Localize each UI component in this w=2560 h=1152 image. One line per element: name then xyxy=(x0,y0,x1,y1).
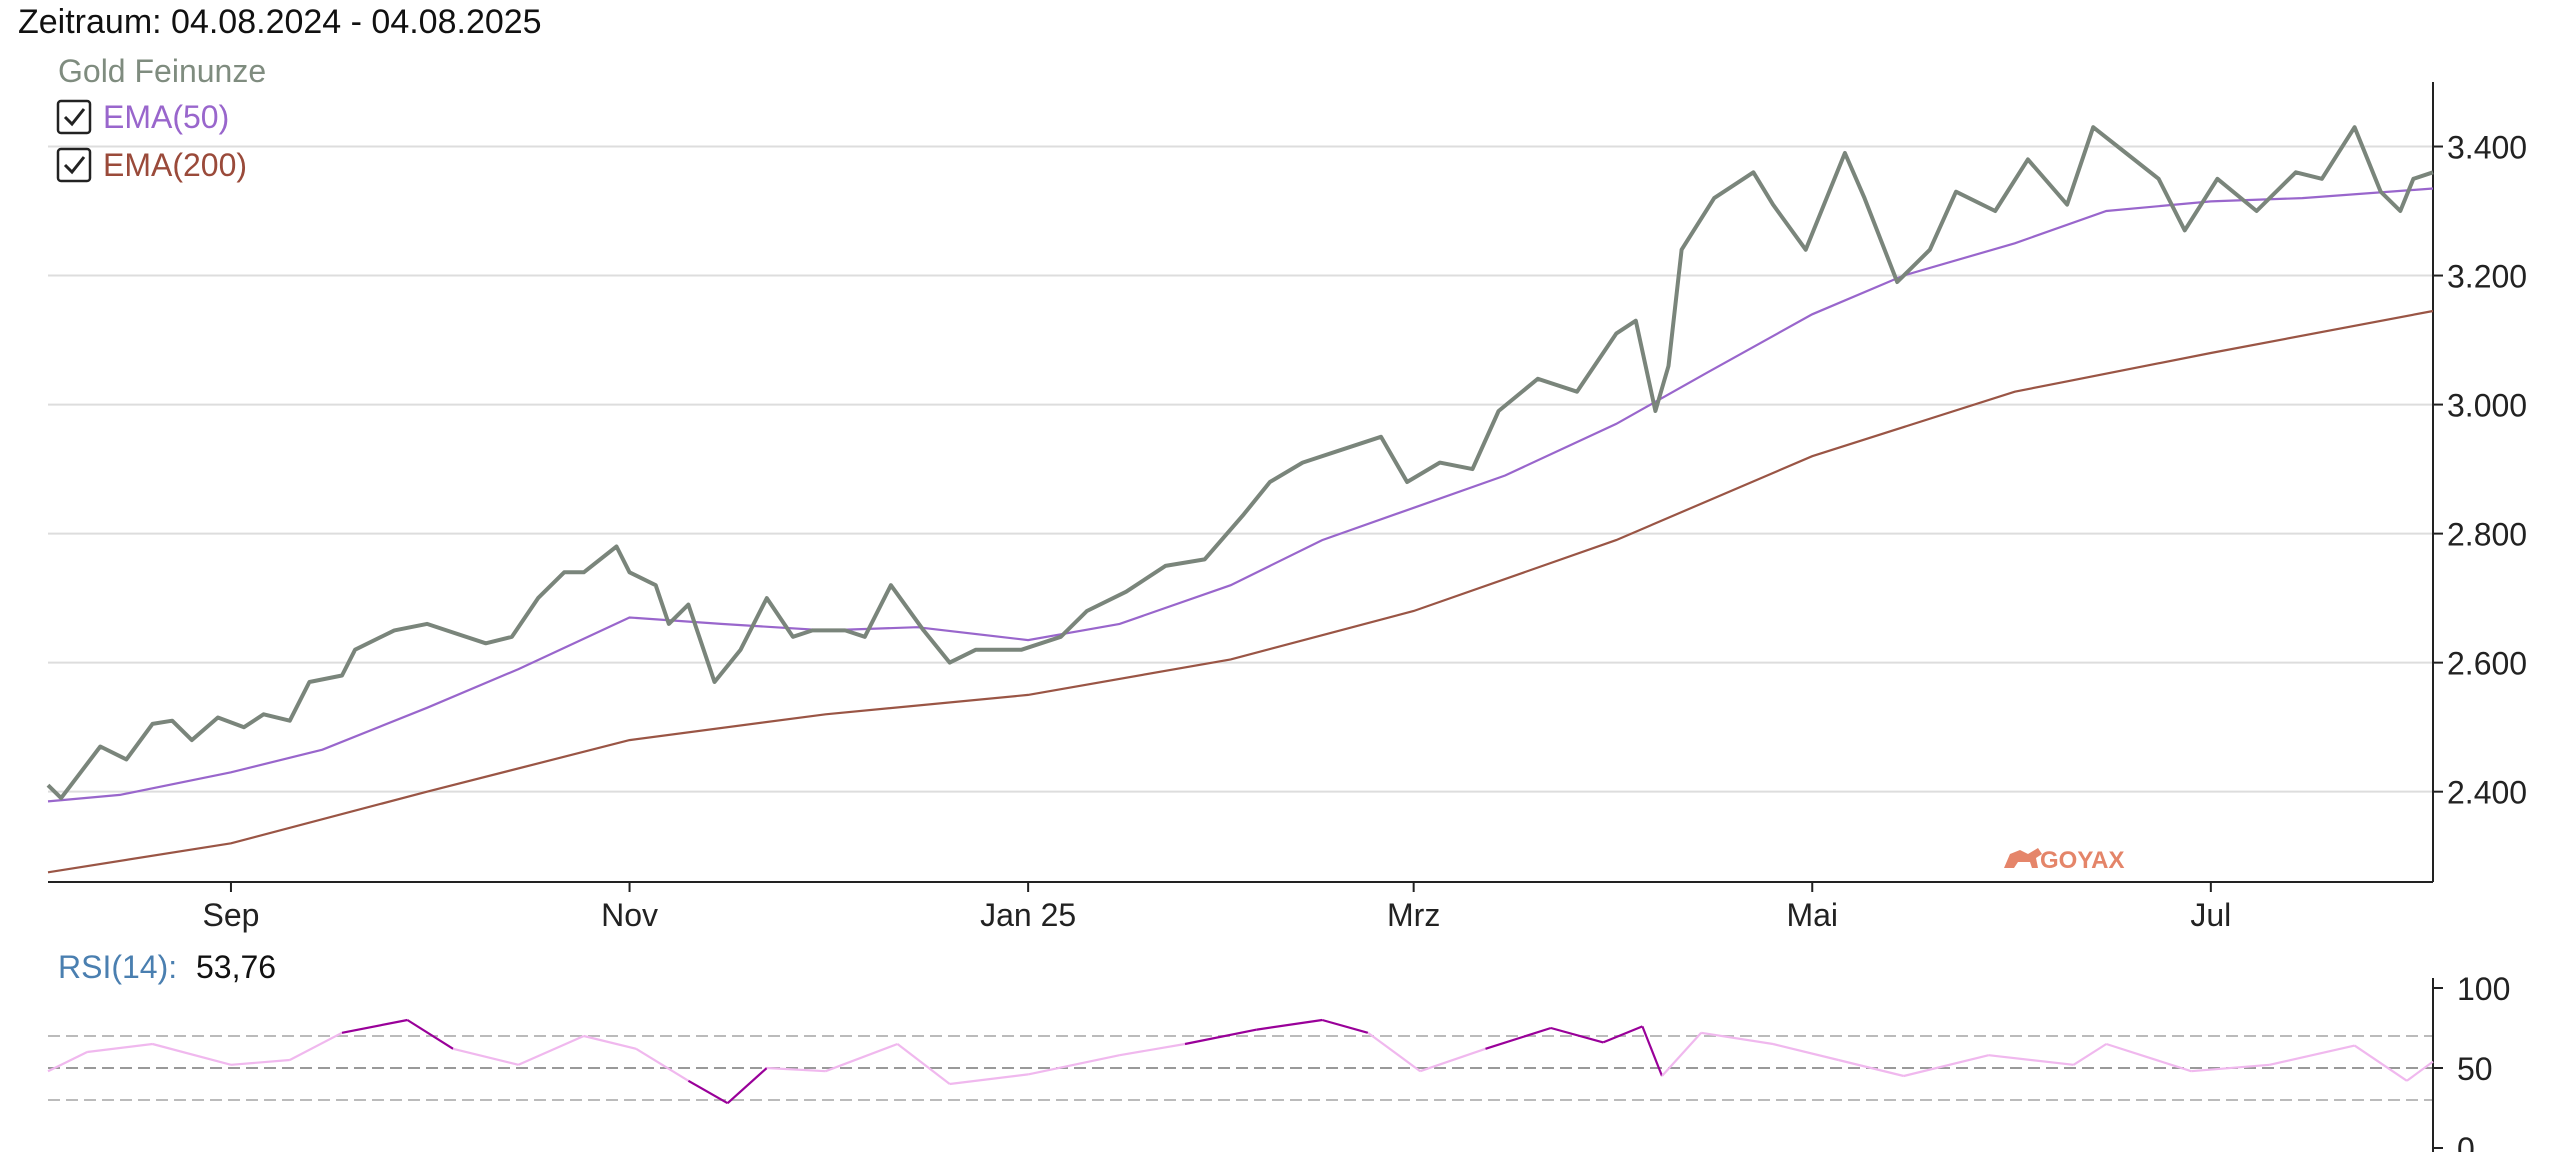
rsi-line-segment xyxy=(452,1047,519,1066)
y-tick-label: 3.000 xyxy=(2447,388,2527,424)
rsi-line-segment xyxy=(1550,1026,1604,1044)
rsi-line-segment xyxy=(2353,1044,2408,1082)
x-tick-label: Mrz xyxy=(1387,897,1440,933)
rsi-line-segment xyxy=(2269,1044,2355,1066)
ema200-checkbox-box[interactable] xyxy=(56,147,92,183)
rsi-line-segment xyxy=(518,1034,585,1066)
rsi-line-segment xyxy=(2191,1063,2270,1073)
rsi-line-segment xyxy=(687,1079,729,1105)
rsi-line-segment xyxy=(1701,1031,1774,1046)
main-y-axis: 2.400 2.600 2.800 3.000 3.200 3.400 xyxy=(2433,130,2527,811)
rsi-line-segment xyxy=(726,1067,768,1105)
watermark-text: GOYAX xyxy=(2040,847,2124,874)
rsi-series xyxy=(47,1018,2434,1105)
y-tick-label: 2.800 xyxy=(2447,517,2527,553)
bull-logo-icon xyxy=(2004,848,2042,868)
rsi-line-segment xyxy=(152,1042,232,1066)
rsi-line-segment xyxy=(2105,1042,2192,1073)
rsi-line-segment xyxy=(825,1042,898,1073)
main-x-axis: Sep Nov Jan 25 Mrz Mai Jul xyxy=(202,882,2231,933)
checkmark-icon xyxy=(63,156,86,175)
y-tick-label: 3.200 xyxy=(2447,259,2527,295)
price-series-line xyxy=(46,125,2434,801)
rsi-label: RSI(14): xyxy=(58,949,177,985)
ema50-series-line xyxy=(47,187,2434,803)
rsi-y-tick-label: 50 xyxy=(2457,1051,2493,1087)
goyax-watermark: GOYAX xyxy=(2004,847,2124,874)
rsi-line-segment xyxy=(1838,1058,1904,1078)
period-label: Zeitraum: 04.08.2024 - 04.08.2025 xyxy=(18,3,542,41)
rsi-line-segment xyxy=(406,1019,454,1050)
rsi-line-segment xyxy=(583,1034,637,1050)
rsi-line-segment xyxy=(1641,1025,1664,1077)
ema200-series-line xyxy=(47,309,2434,874)
rsi-line-segment xyxy=(1027,1054,1120,1076)
rsi-line-segment xyxy=(766,1066,826,1073)
rsi-line-segment xyxy=(1988,1054,2074,1066)
rsi-line-segment xyxy=(341,1018,408,1034)
rsi-line-segment xyxy=(1321,1018,1369,1034)
y-tick-label: 2.400 xyxy=(2447,775,2527,811)
rsi-line-segment xyxy=(1256,1018,1323,1031)
x-tick-label: Sep xyxy=(202,897,259,933)
rsi-line-segment xyxy=(1602,1025,1643,1044)
rsi-value: 53,76 xyxy=(196,949,276,985)
rsi-line-segment xyxy=(2073,1043,2107,1066)
rsi-line-segment xyxy=(87,1042,153,1054)
y-tick-label: 3.400 xyxy=(2447,130,2527,166)
ema200-label[interactable]: EMA(200) xyxy=(103,147,247,183)
rsi-line-segment xyxy=(1419,1047,1486,1073)
ema50-label[interactable]: EMA(50) xyxy=(103,99,229,135)
rsi-line-segment xyxy=(896,1043,951,1085)
x-tick-label: Jan 25 xyxy=(980,897,1076,933)
rsi-line-segment xyxy=(1903,1054,1989,1078)
rsi-line-segment xyxy=(230,1058,290,1066)
rsi-reference-lines xyxy=(48,1035,2433,1101)
x-tick-label: Mai xyxy=(1786,897,1838,933)
rsi-line-segment xyxy=(1119,1042,1186,1057)
rsi-line-segment xyxy=(1772,1042,1839,1062)
checkmark-icon xyxy=(63,108,86,127)
instrument-label: Gold Feinunze xyxy=(58,53,266,89)
rsi-y-tick-label: 0 xyxy=(2457,1131,2475,1152)
rsi-line-segment xyxy=(635,1047,689,1082)
x-tick-label: Jul xyxy=(2190,897,2231,933)
rsi-line-segment xyxy=(1367,1031,1421,1073)
ema200-checkbox[interactable] xyxy=(56,147,92,183)
main-gridlines xyxy=(48,145,2433,793)
rsi-line-segment xyxy=(47,1051,88,1073)
rsi-y-tick-label: 100 xyxy=(2457,971,2510,1007)
ema50-checkbox[interactable] xyxy=(56,99,92,135)
ema50-checkbox-box[interactable] xyxy=(56,99,92,135)
rsi-line-segment xyxy=(1184,1028,1258,1046)
rsi-y-axis: 0 50 100 xyxy=(2433,971,2510,1152)
rsi-line-segment xyxy=(1485,1026,1552,1050)
rsi-line-segment xyxy=(949,1073,1029,1086)
y-tick-label: 2.600 xyxy=(2447,646,2527,682)
x-tick-label: Nov xyxy=(601,897,658,933)
rsi-line-segment xyxy=(2406,1060,2434,1082)
rsi-line-segment xyxy=(1661,1032,1703,1077)
rsi-line-segment xyxy=(289,1031,343,1061)
